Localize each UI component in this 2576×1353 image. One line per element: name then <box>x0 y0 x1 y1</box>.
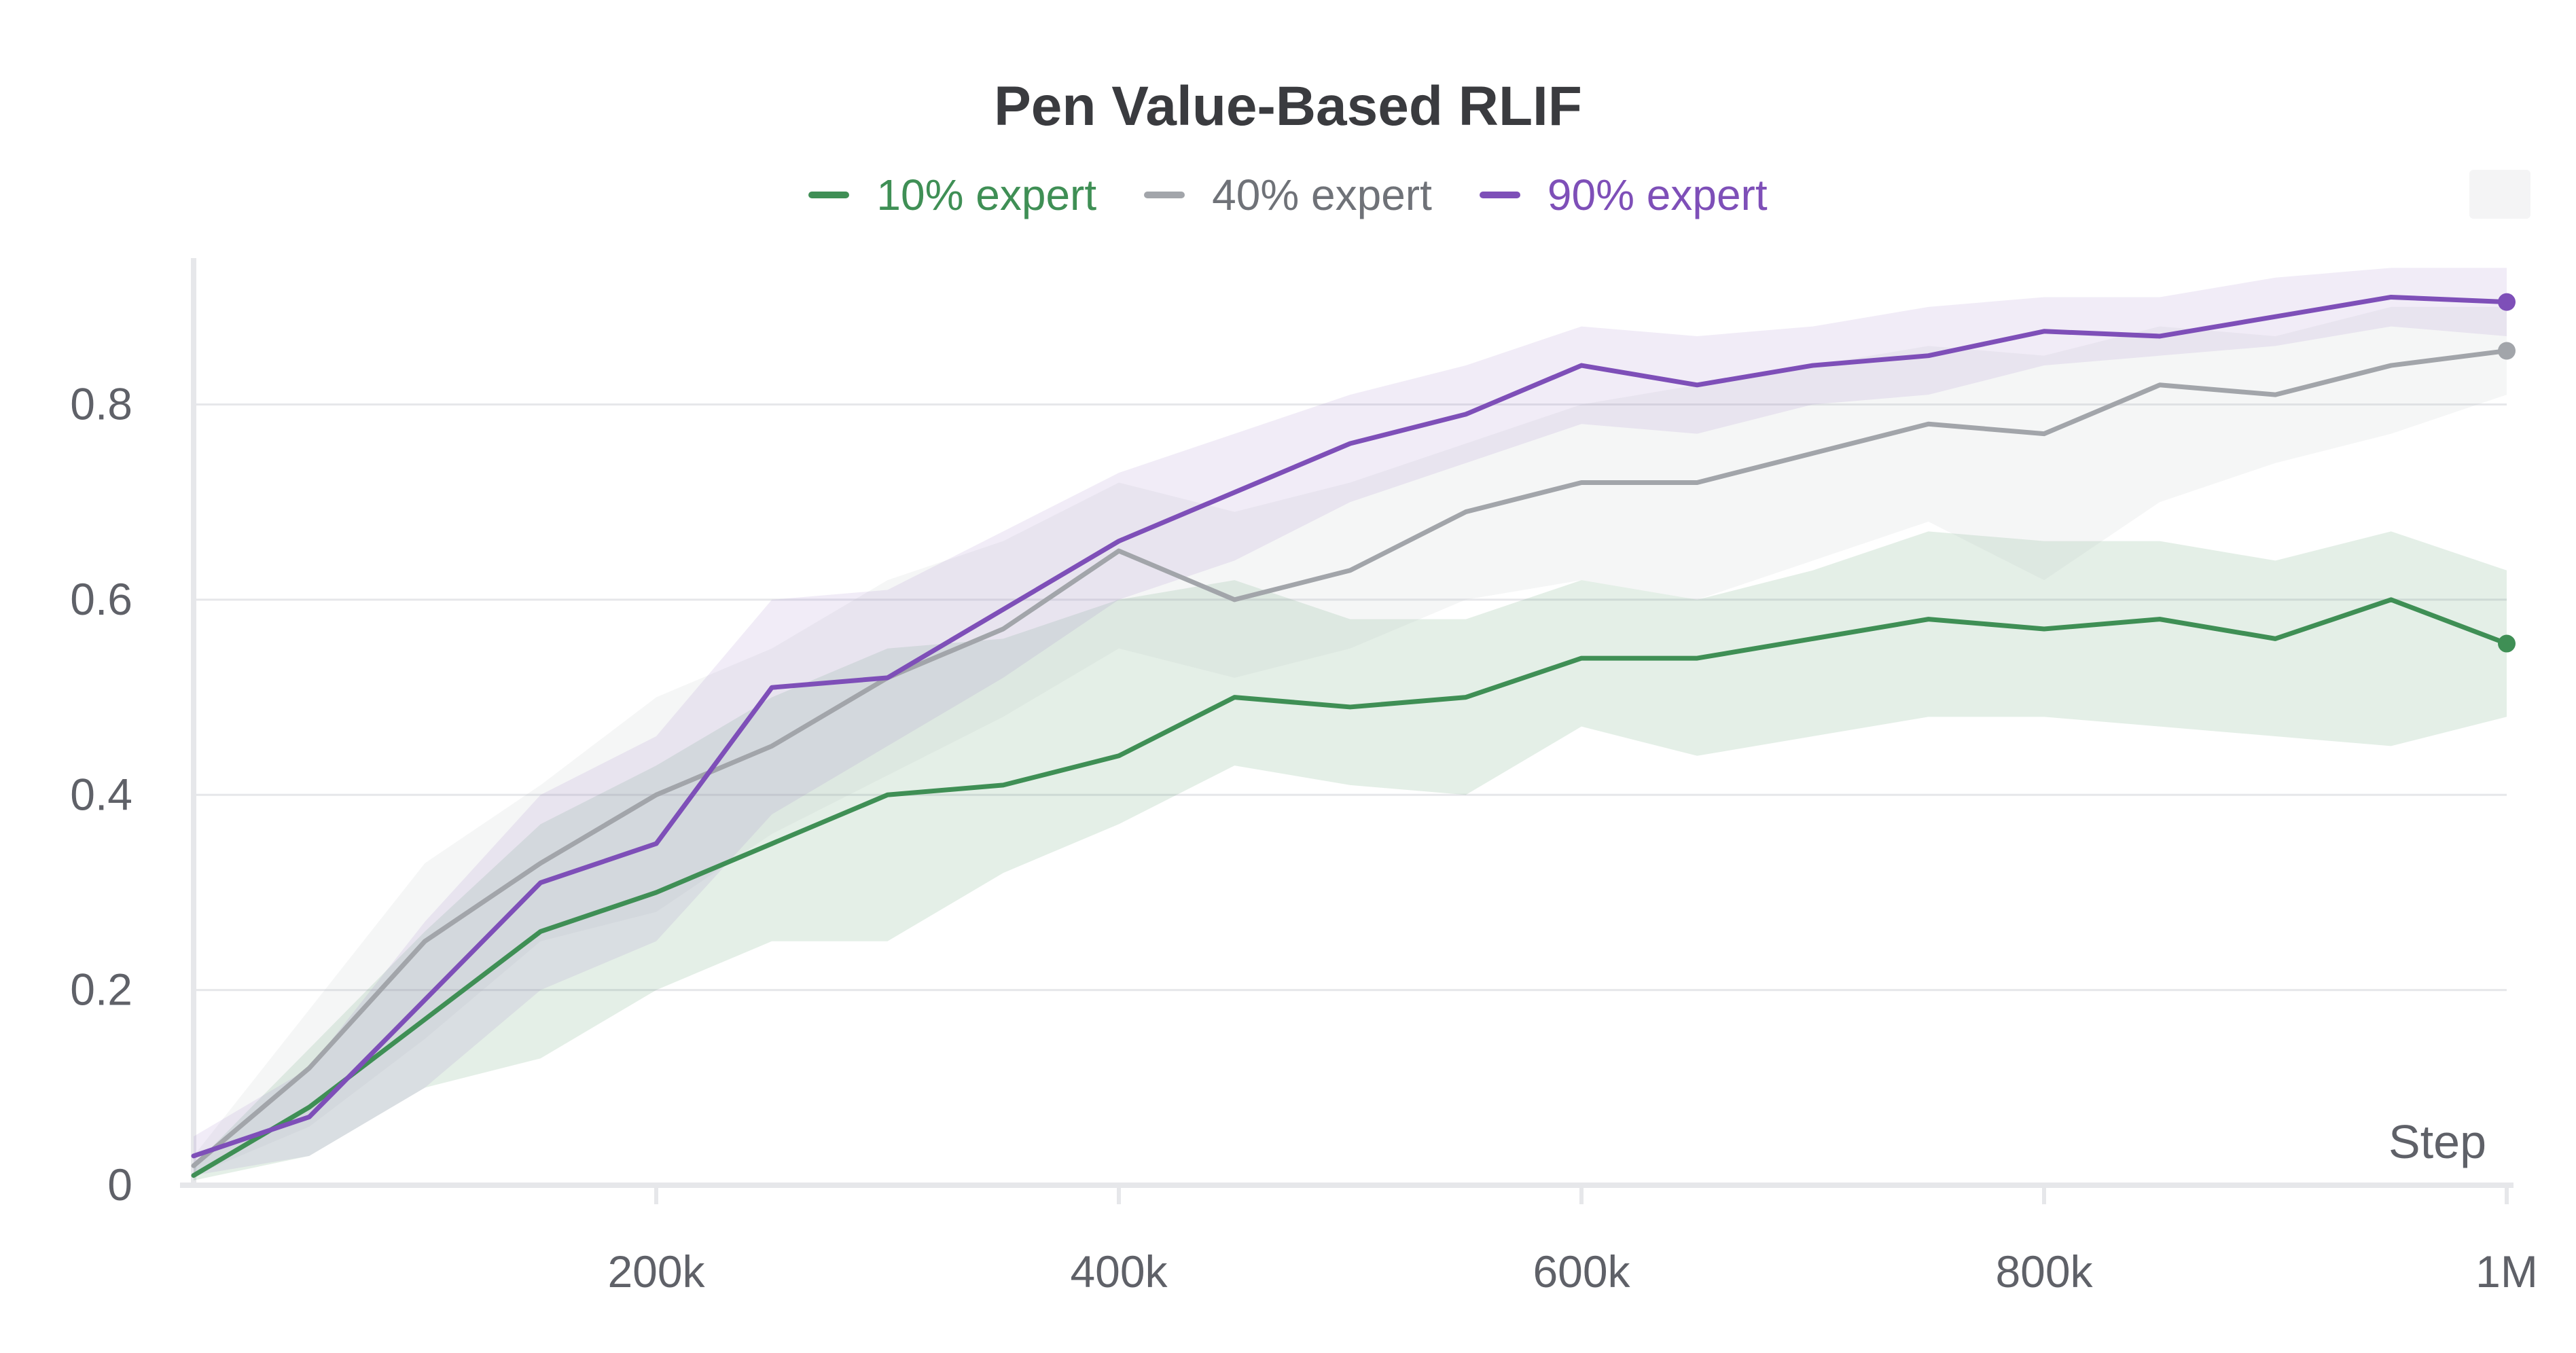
x-tick-label: 200k <box>607 1246 705 1297</box>
y-tick-label: 0 <box>107 1159 132 1210</box>
legend-swatch-40pct <box>1144 192 1185 198</box>
x-tick-label: 600k <box>1533 1246 1630 1297</box>
y-tick-label: 0.2 <box>70 964 132 1015</box>
series-line <box>191 348 2509 1168</box>
legend-item-40pct[interactable]: 40% expert <box>1144 170 1432 220</box>
series-end-marker <box>2498 293 2516 311</box>
x-tick-label: 1M <box>2475 1246 2538 1297</box>
legend-toggle-box[interactable] <box>2469 170 2530 219</box>
legend-swatch-90pct <box>1479 192 1520 198</box>
legend-label-90pct: 90% expert <box>1547 170 1768 219</box>
series-band <box>194 531 2507 1180</box>
legend-label-10pct: 10% expert <box>876 170 1097 219</box>
legend: 10% expert 40% expert 90% expert <box>0 170 2576 220</box>
chart-title: Pen Value-Based RLIF <box>994 75 1582 137</box>
y-tick-label: 0.6 <box>70 574 132 624</box>
x-tick-label: 400k <box>1070 1246 1168 1297</box>
legend-item-10pct[interactable]: 10% expert <box>808 170 1096 220</box>
legend-item-90pct[interactable]: 90% expert <box>1479 170 1768 220</box>
y-tick-label: 0.4 <box>70 769 132 819</box>
series-line <box>191 294 2509 1159</box>
legend-label-40pct: 40% expert <box>1212 170 1432 219</box>
legend-swatch-10pct <box>808 192 850 198</box>
x-tick-label: 800k <box>1995 1246 2093 1297</box>
x-axis-title: Step <box>2389 1115 2486 1168</box>
y-tick-label: 0.8 <box>70 379 132 429</box>
series-end-marker <box>2498 342 2516 360</box>
series-band <box>194 268 2507 1176</box>
series-end-marker <box>2498 634 2516 653</box>
series-line <box>191 597 2509 1178</box>
